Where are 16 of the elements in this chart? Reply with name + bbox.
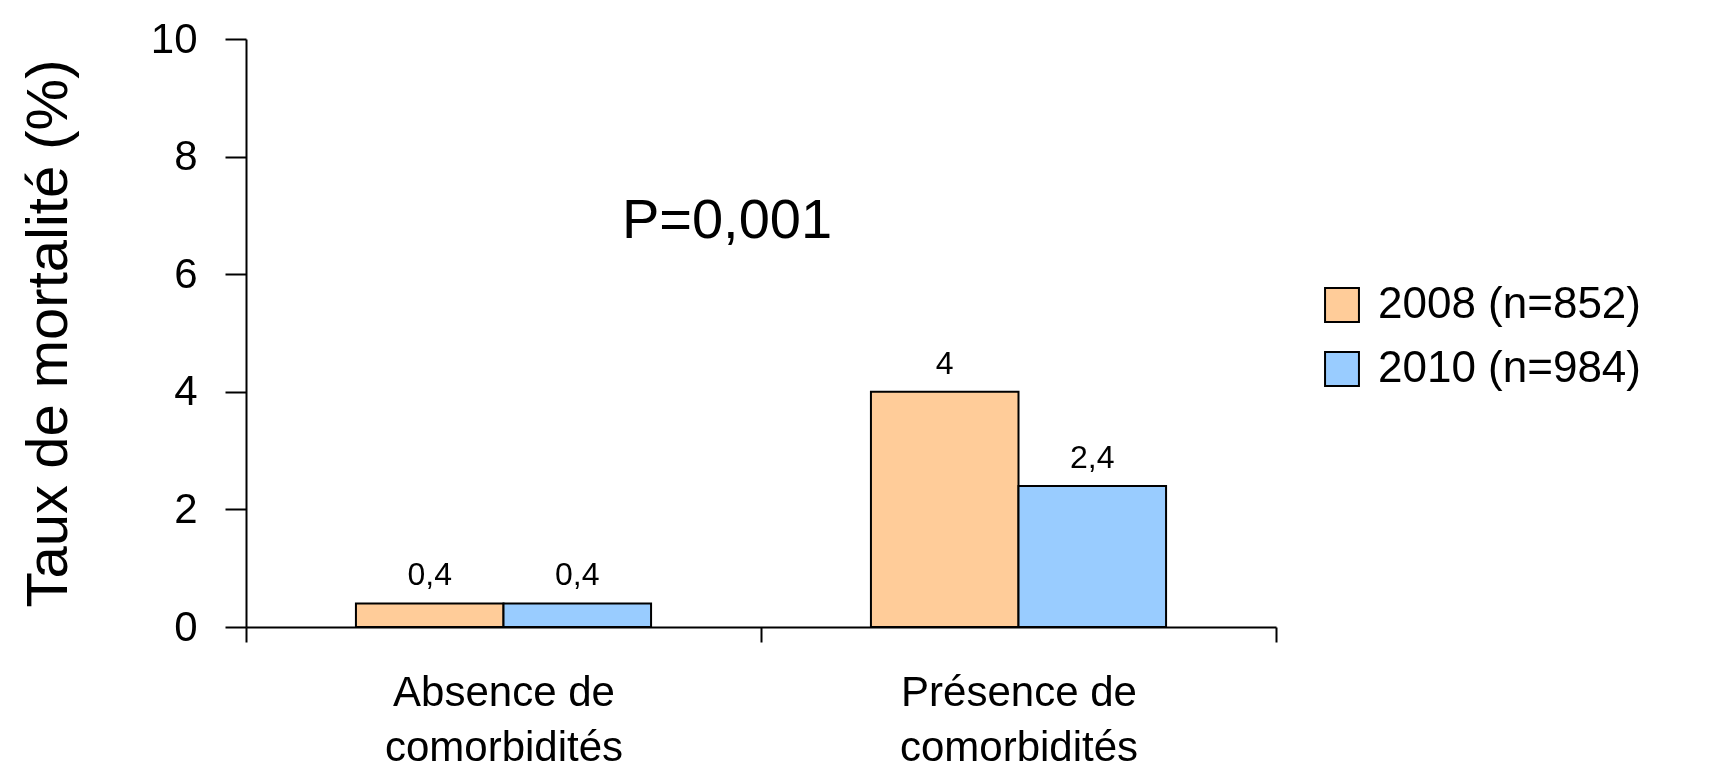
y-tick-label: 8 xyxy=(174,132,198,180)
data-label: 4 xyxy=(935,344,954,381)
data-label: 0,4 xyxy=(407,556,452,593)
x-tick-label: Absence de comorbidités xyxy=(384,667,624,770)
legend-label: 2010 (n=984) xyxy=(1378,342,1641,391)
annotation: P=0,001 xyxy=(621,187,833,251)
data-label: 2,4 xyxy=(1070,438,1115,475)
data-label: 0,4 xyxy=(555,556,600,593)
y-axis-title: Taux de mortalité (%) xyxy=(13,59,79,608)
y-tick-label: 6 xyxy=(174,249,198,297)
legend-label: 2008 (n=852) xyxy=(1378,278,1641,327)
x-tick-label: Présence de comorbidités xyxy=(899,667,1139,770)
y-tick-label: 4 xyxy=(174,367,198,415)
y-tick-label: 2 xyxy=(174,484,198,532)
y-tick-label: 0 xyxy=(174,602,198,650)
y-tick-label: 10 xyxy=(150,14,198,62)
